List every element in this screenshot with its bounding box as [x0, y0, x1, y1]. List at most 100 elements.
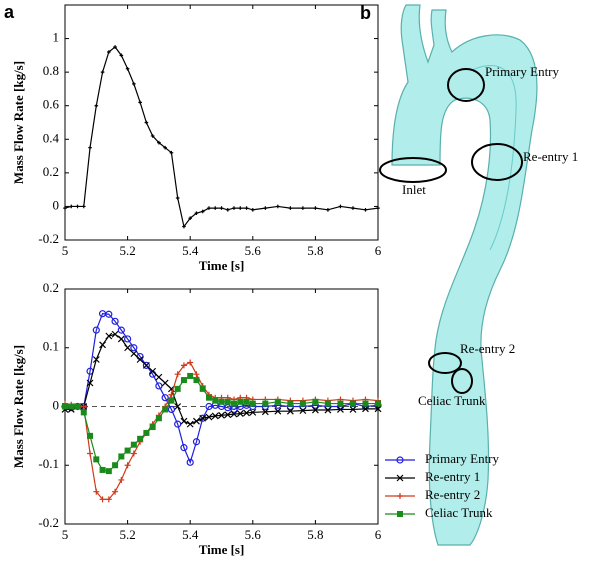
data-point — [167, 405, 176, 414]
data-point — [92, 356, 100, 363]
data-point — [212, 397, 219, 404]
data-point — [192, 438, 201, 446]
data-point — [162, 406, 169, 413]
data-point — [174, 420, 182, 428]
x-tick-label: 5 — [62, 243, 69, 258]
data-point — [232, 206, 236, 210]
data-point — [338, 204, 343, 209]
data-point — [288, 206, 293, 210]
data-point — [105, 496, 112, 503]
y-tick-label: 0.4 — [43, 130, 60, 145]
data-point — [276, 204, 280, 209]
data-point — [99, 466, 106, 473]
data-point — [199, 414, 207, 422]
data-point — [231, 400, 238, 407]
data-point — [117, 335, 125, 343]
x-tick-label: 5.6 — [245, 243, 262, 258]
data-point — [261, 408, 269, 416]
data-point — [117, 326, 125, 334]
y-tick-label: -0.1 — [38, 456, 59, 471]
x-tick-label: 5.8 — [307, 527, 323, 542]
data-point — [138, 100, 142, 105]
y-axis-label: Mass Flow Rate [kg/s] — [11, 61, 26, 184]
data-point — [163, 145, 167, 150]
data-point — [211, 412, 219, 420]
data-point — [207, 206, 211, 210]
data-point — [168, 397, 175, 404]
y-tick-label: 0 — [53, 397, 60, 412]
data-point — [136, 356, 144, 363]
x-axis-label: Time [s] — [199, 258, 245, 273]
data-point — [194, 211, 199, 215]
data-point — [80, 409, 87, 416]
data-point — [174, 403, 182, 410]
data-point — [180, 417, 188, 425]
data-point — [118, 453, 125, 460]
data-point — [75, 204, 80, 209]
data-point — [199, 385, 206, 392]
data-point — [99, 496, 106, 503]
data-point — [351, 206, 355, 210]
data-point — [287, 400, 294, 407]
data-point — [107, 50, 111, 54]
data-point — [92, 326, 100, 334]
series-line — [64, 313, 379, 465]
y-tick-label: 0.2 — [43, 280, 59, 295]
y-tick-label: 0.1 — [43, 339, 59, 354]
data-point — [200, 209, 205, 214]
data-point — [175, 196, 180, 200]
data-point — [130, 344, 138, 352]
x-tick-label: 5.6 — [245, 527, 262, 542]
data-point — [311, 406, 319, 414]
data-point — [313, 206, 318, 210]
series-line — [65, 333, 378, 425]
data-point — [224, 398, 231, 405]
legend-marker — [396, 474, 404, 482]
data-point — [249, 408, 257, 416]
data-point — [249, 400, 256, 407]
x-tick-label: 6 — [375, 243, 382, 258]
aorta-image — [379, 4, 538, 546]
image-label: Re-entry 2 — [460, 341, 515, 356]
image-label: Celiac Trunk — [418, 393, 486, 408]
data-point — [62, 403, 68, 410]
data-point — [80, 403, 87, 410]
data-point — [312, 398, 319, 405]
data-point — [144, 120, 149, 125]
series-line — [64, 361, 379, 500]
legend-marker — [397, 493, 403, 499]
data-point — [174, 371, 181, 378]
data-point — [362, 400, 369, 407]
y-tick-label: 1 — [53, 30, 60, 45]
data-point — [251, 207, 255, 212]
data-point — [68, 403, 75, 410]
x-tick-label: 6 — [375, 527, 382, 542]
data-point — [230, 410, 238, 418]
data-point — [324, 406, 332, 414]
plot-frame — [64, 4, 379, 241]
data-point — [105, 332, 113, 340]
legend-label: Re-entry 1 — [425, 469, 480, 484]
data-point — [143, 429, 150, 436]
y-tick-label: -0.2 — [38, 231, 59, 246]
data-point — [69, 204, 74, 209]
data-point — [87, 450, 94, 457]
x-tick-label: 5.2 — [119, 243, 135, 258]
data-point — [63, 206, 67, 210]
y-tick-label: 0.6 — [43, 97, 60, 112]
data-point — [326, 207, 330, 212]
data-point — [155, 373, 163, 381]
data-point — [113, 45, 117, 49]
data-point — [205, 413, 213, 421]
data-point — [130, 441, 137, 448]
legend-label: Celiac Trunk — [425, 505, 493, 520]
data-point — [238, 206, 243, 210]
data-point — [105, 468, 112, 475]
data-point — [180, 362, 187, 369]
data-point — [105, 310, 113, 318]
data-point — [87, 432, 94, 439]
data-point — [169, 150, 174, 155]
data-point — [161, 394, 169, 402]
data-point — [349, 400, 356, 407]
data-point — [224, 411, 232, 419]
